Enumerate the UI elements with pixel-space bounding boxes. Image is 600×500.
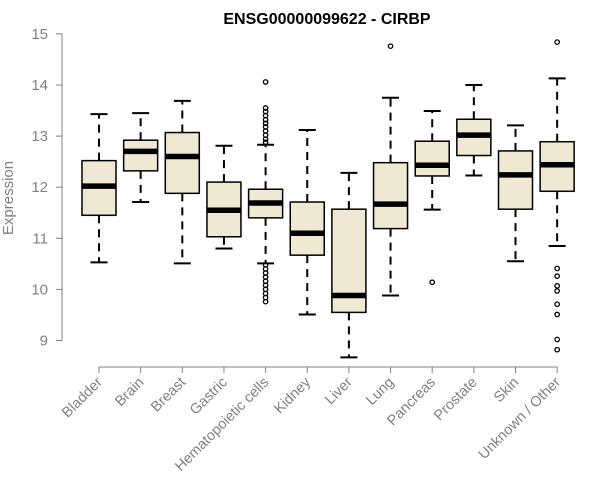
outlier-point (262, 116, 269, 123)
x-tick-label: Skin (491, 375, 522, 406)
outlier-point (554, 265, 561, 272)
y-tick-label: 10 (31, 281, 48, 298)
outlier-point (262, 79, 269, 85)
x-tick-label: Brain (112, 375, 147, 410)
y-tick-label: 13 (31, 128, 48, 145)
outlier-point (262, 105, 269, 111)
box-iqr (414, 140, 450, 177)
box-iqr (372, 161, 409, 230)
box-iqr (122, 139, 159, 172)
chart-title: ENSG00000099622 - CIRBP (223, 11, 431, 28)
x-tick-label: Liver (322, 374, 356, 408)
outlier-point (554, 346, 561, 353)
y-tick-label: 15 (31, 26, 48, 43)
box-series (81, 39, 575, 359)
outlier-point (554, 39, 561, 45)
outlier-point (554, 311, 561, 318)
outlier-point (262, 136, 269, 143)
box-group (456, 84, 492, 177)
y-tick-label: 11 (32, 230, 48, 247)
outlier-point (554, 288, 561, 294)
box-iqr (289, 201, 325, 256)
outlier-point (554, 273, 561, 279)
box-group (122, 112, 159, 204)
y-axis-label: Expression (0, 161, 17, 235)
box-group (497, 124, 534, 263)
y-tick-label: 14 (31, 77, 48, 94)
box-group (414, 110, 450, 286)
y-axis: 9 10 11 12 13 14 15 (31, 26, 63, 350)
box-iqr (164, 131, 201, 195)
box-group (164, 99, 201, 265)
box-group (247, 79, 284, 305)
outlier-point (387, 43, 394, 50)
y-tick-label: 12 (31, 179, 48, 196)
outlier-point (262, 120, 269, 127)
y-tick-label: 9 (40, 333, 48, 350)
outlier-point (262, 298, 269, 305)
outlier-point (429, 279, 436, 286)
x-tick-label: Bladder (59, 374, 106, 421)
x-tick-label: Lung (363, 375, 397, 409)
box-group (539, 39, 575, 353)
outlier-point (554, 282, 561, 289)
box-iqr (497, 150, 534, 210)
x-tick-label: Prostate (431, 375, 480, 424)
box-group (372, 43, 409, 297)
box-group (81, 113, 117, 264)
box-group (206, 144, 242, 250)
outlier-point (554, 336, 561, 343)
x-tick-label: Breast (148, 375, 189, 416)
box-group (289, 128, 325, 316)
box-group (331, 171, 367, 359)
x-tick-label: Kidney (271, 374, 314, 417)
outlier-point (554, 301, 561, 308)
outlier-point (262, 139, 269, 146)
